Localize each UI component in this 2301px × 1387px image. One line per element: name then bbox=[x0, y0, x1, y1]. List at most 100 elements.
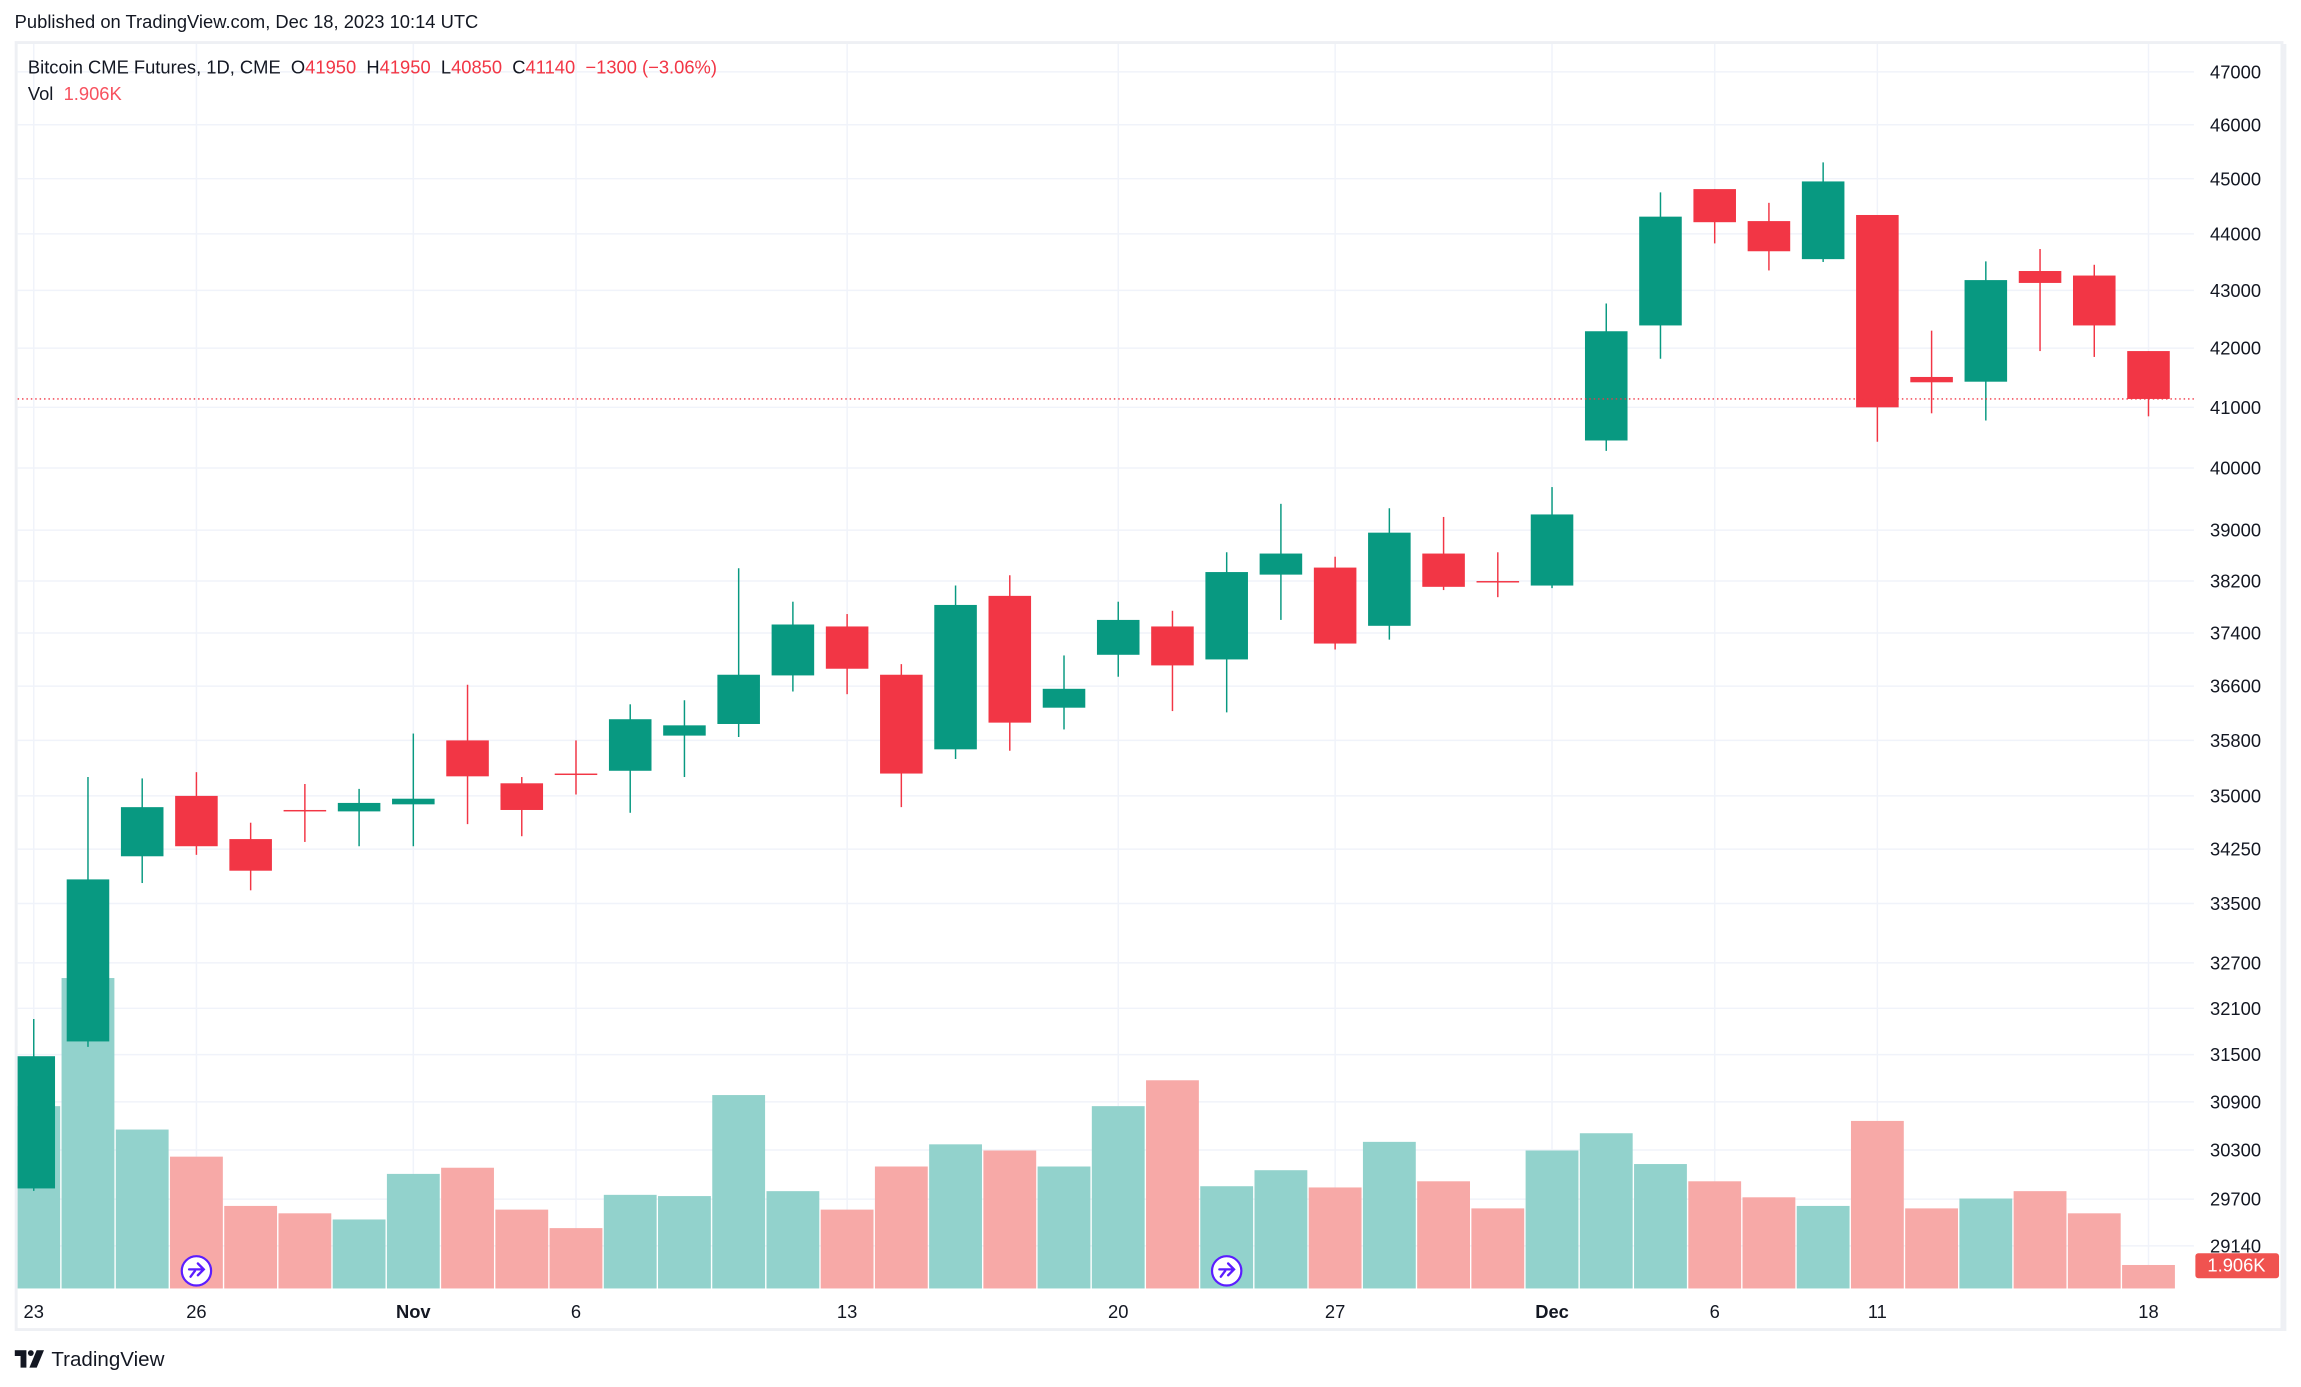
price-tick-label: 45000 bbox=[2210, 168, 2261, 189]
candle-body bbox=[1964, 280, 2008, 382]
volume-bar bbox=[1308, 1187, 1362, 1289]
volume-bar bbox=[2122, 1264, 2175, 1289]
time-tick-label: 20 bbox=[1108, 1301, 1128, 1322]
price-tick-label: 32700 bbox=[2210, 952, 2261, 973]
candle-body bbox=[2072, 275, 2116, 326]
candle-body bbox=[1368, 532, 1411, 626]
volume-bar bbox=[549, 1228, 603, 1289]
volume-bar bbox=[332, 1219, 386, 1289]
candle-body bbox=[988, 595, 1032, 723]
time-tick-label: 18 bbox=[2138, 1301, 2158, 1322]
last-volume-badge bbox=[2195, 1253, 2280, 1279]
volume-bar bbox=[1850, 1120, 1904, 1289]
volume-bar bbox=[1742, 1197, 1796, 1289]
legend-low: 40850 bbox=[451, 57, 503, 78]
volume-bar bbox=[658, 1196, 711, 1289]
candle-body bbox=[1747, 221, 1791, 252]
candle-body bbox=[1801, 181, 1845, 260]
event-marker-icon[interactable] bbox=[1210, 1255, 1243, 1287]
price-tick-label: 40000 bbox=[2210, 458, 2261, 479]
legend-vol-value: 1.906K bbox=[63, 83, 122, 105]
price-tick-label: 29140 bbox=[2210, 1236, 2261, 1257]
volume-bar bbox=[1417, 1181, 1470, 1289]
candle-body bbox=[1639, 216, 1682, 326]
candle-body bbox=[1910, 376, 1953, 383]
price-tick-label: 39000 bbox=[2210, 520, 2261, 541]
candle-body bbox=[337, 802, 381, 812]
candle-body bbox=[17, 1056, 56, 1189]
time-tick-label: Nov bbox=[396, 1301, 431, 1322]
volume-bar bbox=[1037, 1166, 1091, 1289]
tradingview-logo-icon bbox=[14, 1350, 45, 1368]
price-tick-label: 46000 bbox=[2210, 114, 2261, 135]
arrow-icon bbox=[187, 1262, 206, 1278]
candle-body bbox=[1259, 553, 1303, 575]
legend-l-label: L bbox=[440, 57, 452, 78]
legend-vol-label: Vol bbox=[27, 83, 54, 105]
volume-bar bbox=[2067, 1213, 2121, 1289]
candle-body bbox=[1530, 514, 1574, 586]
time-tick-label: 23 bbox=[24, 1301, 44, 1322]
volume-bar bbox=[1688, 1181, 1742, 1289]
candle-body bbox=[1042, 688, 1086, 708]
time-tick-label: Dec bbox=[1535, 1301, 1569, 1322]
volume-bar bbox=[278, 1213, 332, 1289]
price-tick-label: 47000 bbox=[2210, 62, 2261, 83]
candle-body bbox=[1693, 189, 1736, 223]
candle-body bbox=[554, 773, 598, 776]
price-tick-label: 34250 bbox=[2210, 839, 2261, 860]
candle-body bbox=[2018, 271, 2062, 283]
volume-bar bbox=[603, 1194, 657, 1289]
candle-body bbox=[717, 674, 760, 724]
candle-body bbox=[1422, 553, 1465, 587]
published-caption: Published on TradingView.com, Dec 18, 20… bbox=[14, 11, 479, 33]
time-tick-label: 6 bbox=[1710, 1301, 1720, 1322]
price-tick-label: 35000 bbox=[2210, 786, 2261, 807]
volume-bar bbox=[441, 1167, 494, 1289]
volume-bar bbox=[1959, 1198, 2013, 1289]
price-tick-label: 33500 bbox=[2210, 893, 2261, 914]
candle-body bbox=[392, 798, 435, 805]
legend-close: 41140 bbox=[525, 57, 576, 78]
candle-body bbox=[175, 795, 218, 847]
price-tick-label: 31500 bbox=[2210, 1044, 2261, 1065]
legend-ohlc-row: Bitcoin CME Futures, 1D, CME O41950 H419… bbox=[28, 54, 717, 80]
logo-text: TradingView bbox=[51, 1347, 165, 1371]
candle-body bbox=[1205, 572, 1248, 660]
price-tick-label: 44000 bbox=[2210, 223, 2261, 244]
time-axis: 23 26 Nov 6 13 20 27 Dec 6 11 18 bbox=[24, 1301, 2159, 1322]
event-marker-icon[interactable] bbox=[180, 1255, 213, 1287]
volume-bar bbox=[766, 1191, 820, 1289]
volume-bar bbox=[874, 1166, 928, 1289]
candle-body bbox=[66, 879, 110, 1042]
price-tick-label: 38200 bbox=[2210, 571, 2261, 592]
legend-o-label: O bbox=[290, 57, 306, 78]
legend-c-label: C bbox=[512, 57, 526, 78]
candle-body bbox=[1096, 619, 1140, 655]
candle-body bbox=[771, 624, 815, 676]
price-tick-label: 35800 bbox=[2210, 730, 2261, 751]
candle-body bbox=[120, 807, 164, 857]
candle-body bbox=[2127, 351, 2170, 399]
last-volume-label: 1.906K bbox=[2207, 1255, 2266, 1276]
volume-bar bbox=[1905, 1208, 1959, 1289]
volume-bars bbox=[17, 978, 2175, 1289]
candle-body bbox=[283, 809, 327, 812]
candle-body bbox=[500, 783, 544, 810]
time-tick-label: 27 bbox=[1325, 1301, 1345, 1322]
candle-body bbox=[1151, 626, 1194, 666]
candle-body bbox=[608, 719, 652, 771]
price-tick-label: 43000 bbox=[2210, 280, 2261, 301]
legend-h-label: H bbox=[366, 57, 380, 78]
candle-body bbox=[229, 839, 272, 871]
candle-body bbox=[880, 674, 923, 774]
tradingview-logo[interactable]: TradingView bbox=[14, 1347, 165, 1371]
volume-bar bbox=[1362, 1141, 1416, 1289]
volume-bar bbox=[1579, 1133, 1633, 1289]
chart-legend: Bitcoin CME Futures, 1D, CME O41950 H419… bbox=[28, 54, 717, 107]
price-tick-label: 37400 bbox=[2210, 623, 2261, 644]
volume-bar bbox=[2013, 1191, 2067, 1289]
legend-volume-row: Vol 1.906K bbox=[28, 81, 717, 107]
